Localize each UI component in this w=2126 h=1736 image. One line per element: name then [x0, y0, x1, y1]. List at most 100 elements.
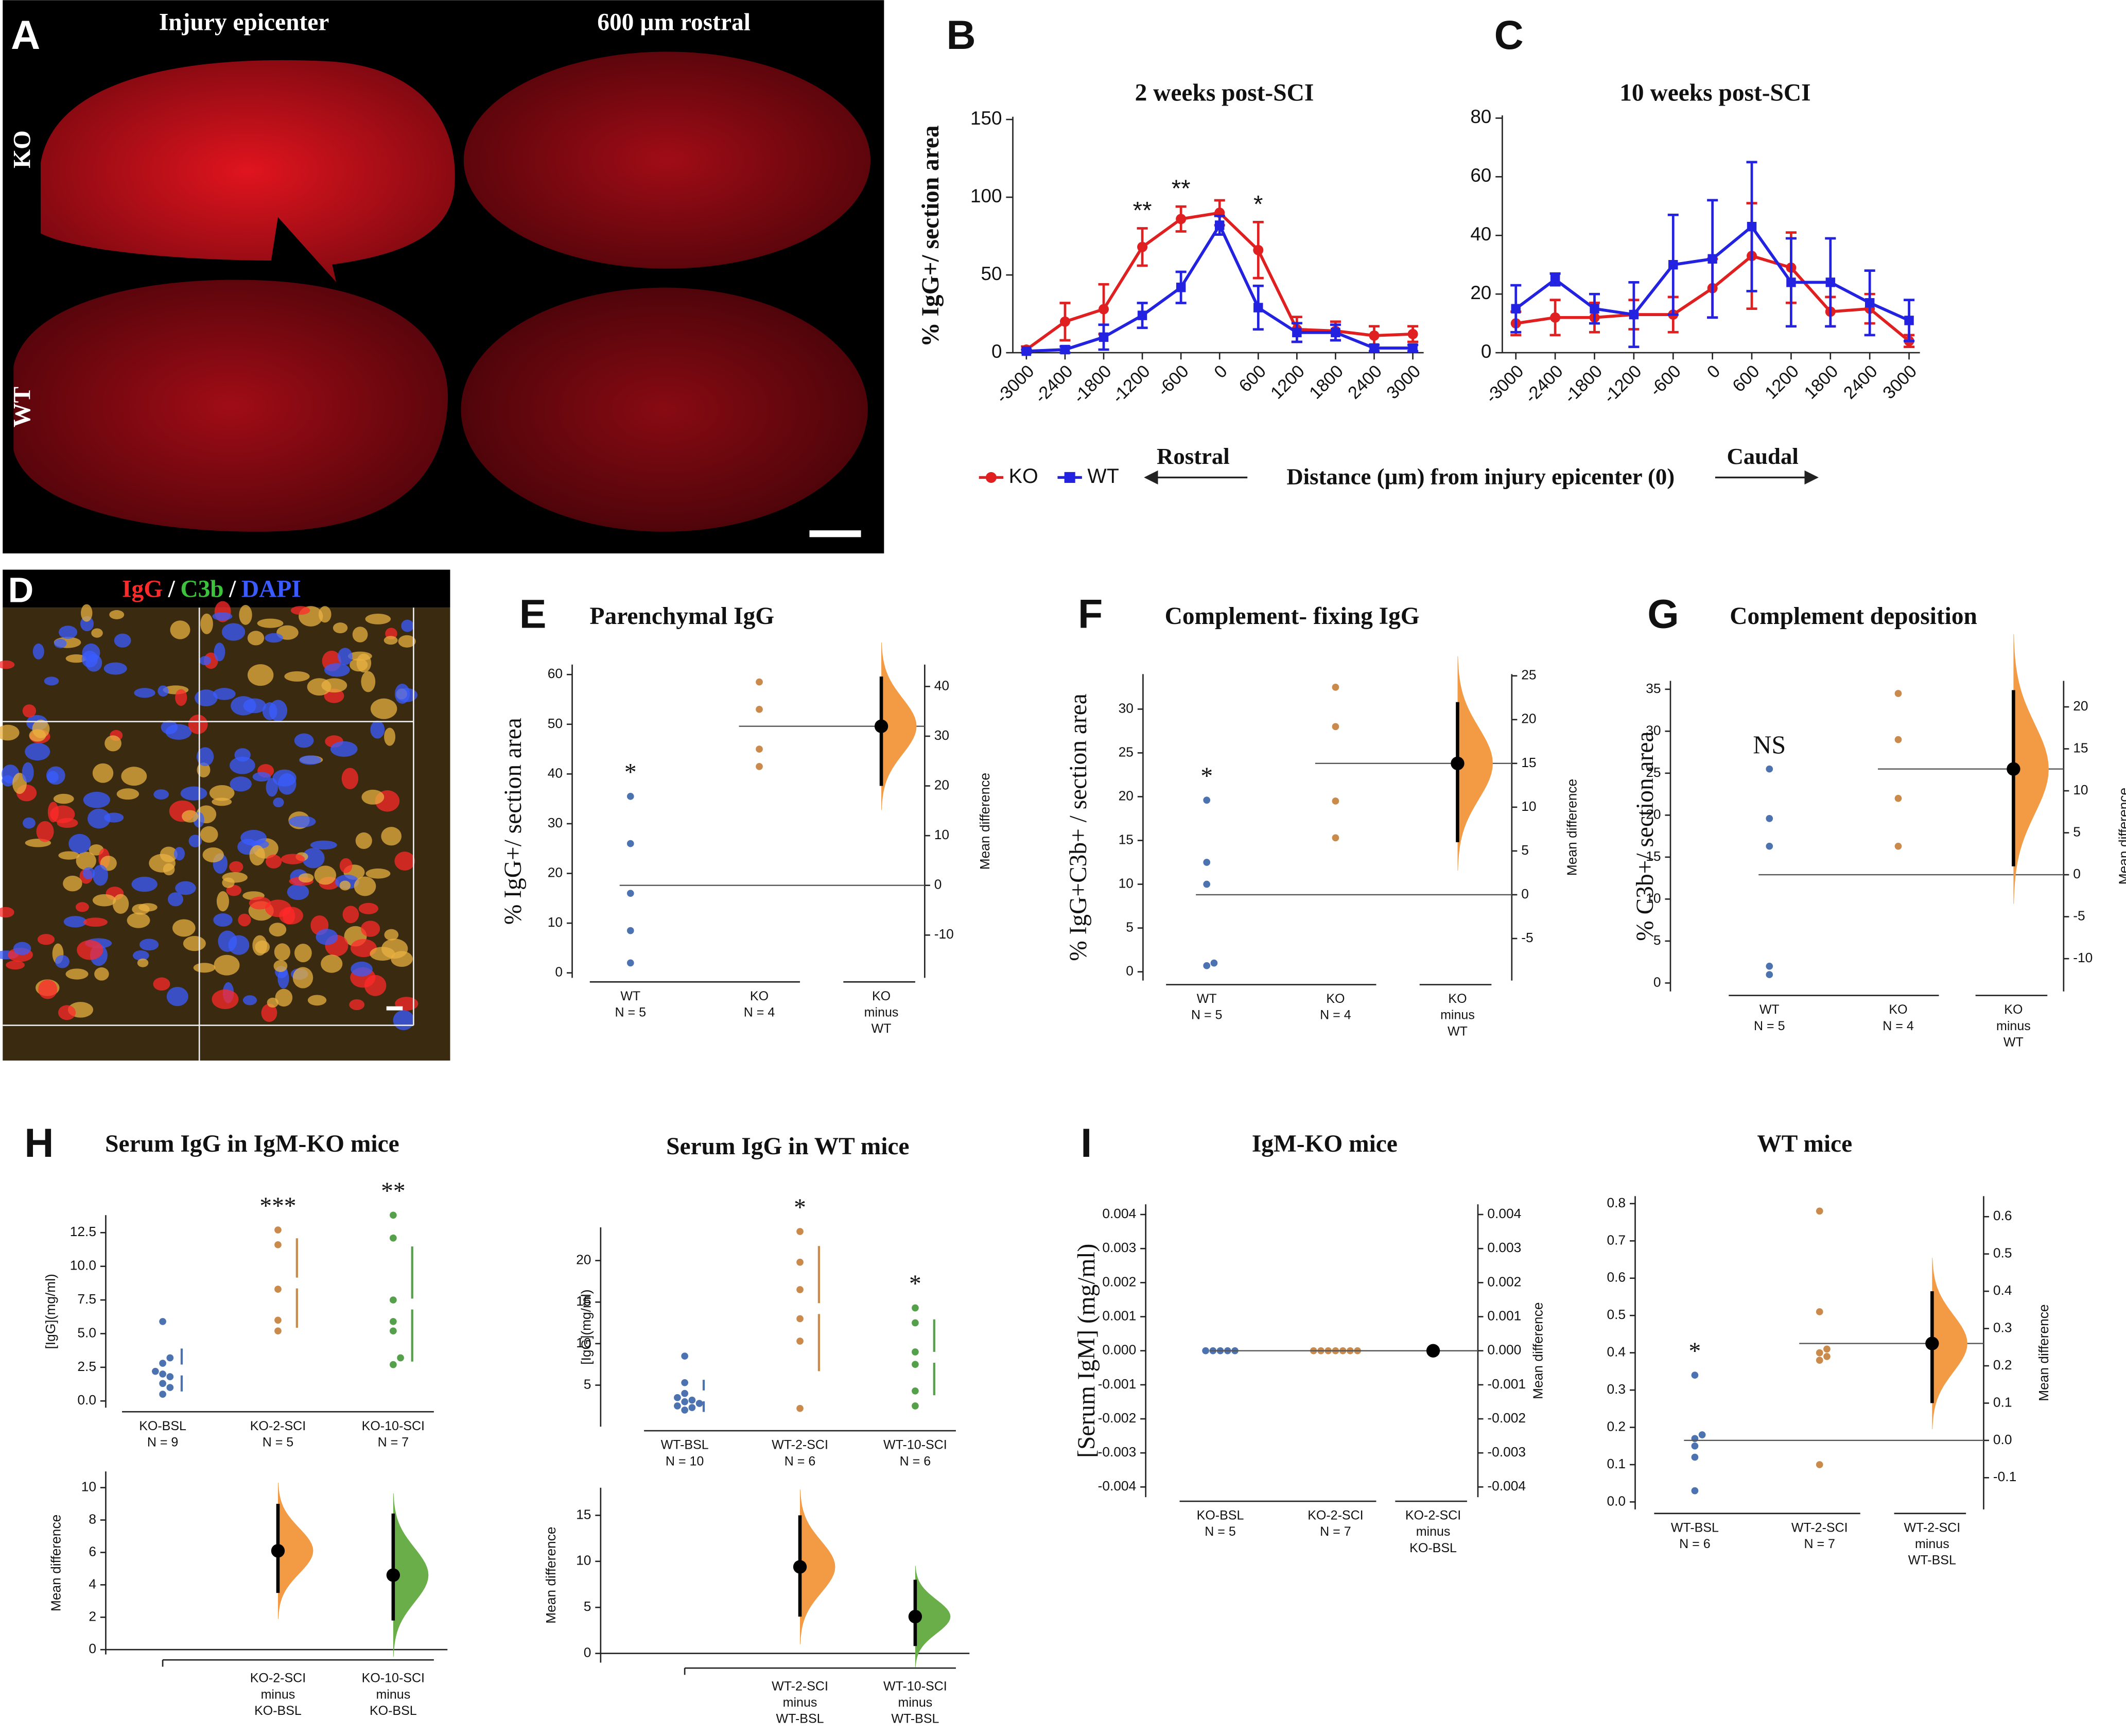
data-point	[681, 1379, 688, 1386]
data-point	[1210, 959, 1218, 967]
chart-title: Parenchymal IgG	[590, 603, 775, 630]
x-tick-label: -600	[1154, 361, 1192, 400]
cell	[173, 847, 185, 861]
cell	[262, 702, 277, 720]
marker	[1253, 245, 1264, 255]
y-tick-label: 0.2	[1607, 1418, 1626, 1434]
group-n: N = 6	[785, 1454, 816, 1468]
tissue	[41, 60, 455, 283]
cell	[242, 995, 257, 1005]
y2-tick-label: 6	[89, 1543, 96, 1559]
cell	[183, 936, 206, 951]
group-n: N = 4	[744, 1005, 775, 1019]
data-point	[756, 745, 763, 753]
data-point	[681, 1352, 688, 1360]
y-tick-label: 0.3	[1607, 1381, 1626, 1397]
cell	[75, 902, 89, 912]
x-tick-label: -2400	[1521, 361, 1567, 407]
marker	[1786, 277, 1796, 287]
cell	[290, 606, 310, 615]
cell	[92, 894, 116, 907]
cell	[230, 756, 255, 774]
y2-tick-label: 0.002	[1487, 1274, 1521, 1289]
y-tick-label: 0.7	[1607, 1232, 1626, 1247]
data-point	[389, 1234, 397, 1242]
y2-tick-label: 15	[2073, 740, 2088, 756]
data-point	[1203, 880, 1211, 888]
x-axis-label: Distance (µm) from injury epicenter (0)	[1286, 463, 1675, 489]
mean-difference	[793, 1560, 807, 1574]
cell	[212, 989, 239, 1010]
y-axis-label: [IgG](mg/ml)	[578, 1289, 594, 1364]
y-tick-label: 0.0	[77, 1392, 96, 1408]
marker	[1099, 304, 1109, 315]
annotation: *	[909, 1271, 921, 1297]
data-point	[796, 1228, 804, 1235]
cell	[138, 903, 158, 912]
cell	[175, 881, 196, 895]
data-point	[688, 1404, 696, 1411]
difference-label: KO-10-SCI	[362, 1671, 425, 1686]
y-axis-label: % C3b+/ section area	[1632, 732, 1659, 941]
difference-label: WT-10-SCI	[883, 1679, 947, 1694]
y-tick-label: 0	[1126, 963, 1134, 979]
data-point	[1894, 690, 1902, 697]
y2-tick-label: 30	[934, 727, 949, 743]
cell	[137, 958, 149, 967]
marker	[1511, 304, 1521, 314]
cell	[6, 960, 25, 970]
y2-tick-label: -0.1	[1993, 1469, 2016, 1484]
separator: /	[168, 576, 176, 603]
cell	[287, 884, 309, 900]
bootstrap-distribution	[915, 1566, 951, 1668]
group-n: N = 5	[1191, 1008, 1223, 1022]
cell	[44, 676, 59, 686]
group-n: N = 7	[378, 1435, 409, 1449]
cell	[277, 773, 297, 795]
y2-tick-label: 5	[2073, 824, 2081, 840]
group-n: N = 4	[1883, 1019, 1914, 1033]
cell	[22, 704, 37, 718]
difference-label: KO-BSL	[370, 1704, 417, 1718]
y-tick-label: 30	[1646, 722, 1661, 738]
cell	[175, 689, 187, 706]
y2-tick-label: 15	[1521, 755, 1536, 770]
data-point	[1691, 1442, 1699, 1450]
mean-difference	[271, 1544, 285, 1558]
chart-title: Serum IgG in IgM-KO mice	[105, 1131, 399, 1157]
data-point	[1894, 736, 1902, 743]
cell	[63, 875, 82, 892]
y2-tick-label: 15	[576, 1506, 591, 1522]
y2-tick-label: 2	[89, 1608, 96, 1624]
data-point	[681, 1390, 688, 1397]
difference-label: minus	[783, 1695, 817, 1710]
marker	[1550, 274, 1560, 284]
cell	[358, 902, 378, 914]
data-point	[1823, 1345, 1831, 1353]
data-point	[912, 1361, 919, 1368]
stain-name: IgG	[122, 576, 163, 603]
cell	[195, 689, 218, 706]
data-point	[274, 1327, 282, 1335]
x-tick-label: -1200	[1600, 361, 1646, 407]
cell	[167, 892, 183, 907]
data-point	[1202, 1347, 1209, 1355]
chart-title: 2 weeks post-SCI	[1135, 80, 1314, 107]
cell	[94, 967, 109, 981]
stain-legend: IgG / C3b / DAPI	[122, 576, 301, 603]
cell	[200, 826, 218, 843]
y-tick-label: 5	[1126, 919, 1134, 935]
y-tick-label: 12.5	[70, 1224, 96, 1239]
data-point	[756, 763, 763, 770]
y2-axis-label: Mean difference	[1530, 1303, 1545, 1399]
y-tick-label: 25	[1119, 744, 1134, 759]
group-n: N = 7	[1804, 1537, 1835, 1551]
cell	[252, 935, 267, 956]
data-point	[626, 927, 634, 934]
cell	[134, 688, 155, 698]
y2-tick-label: 0.6	[1993, 1208, 2012, 1223]
y-tick-label: 15	[1646, 848, 1661, 864]
data-point	[796, 1258, 804, 1266]
y-tick-label: 20	[576, 1252, 591, 1267]
data-point	[1691, 1453, 1699, 1461]
